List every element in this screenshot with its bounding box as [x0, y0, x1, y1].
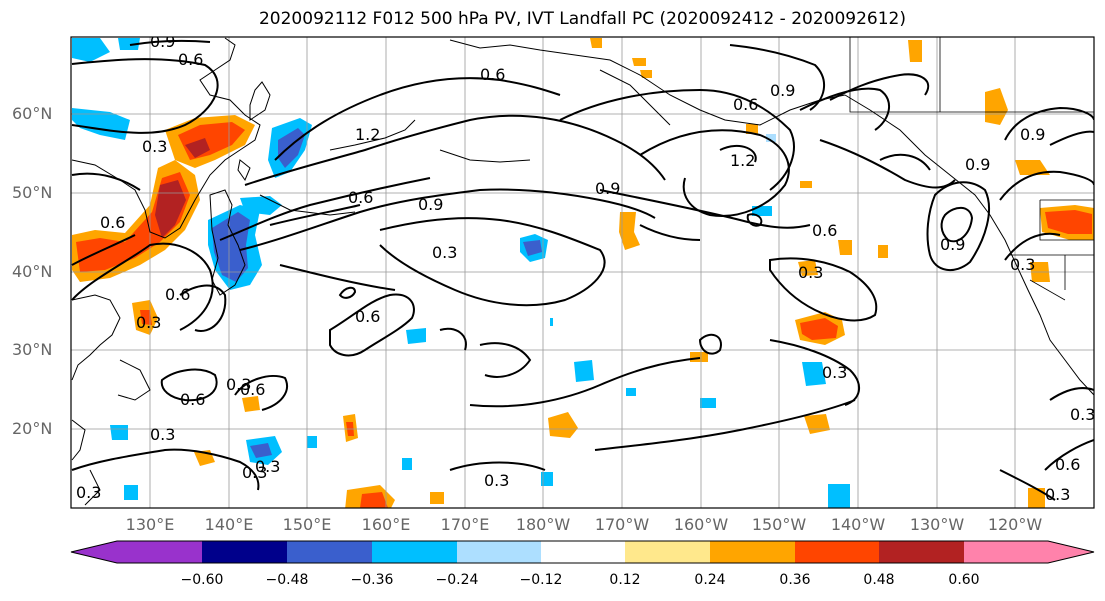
contour-label: 0.3: [484, 471, 509, 490]
colorbar-extend-left: [71, 541, 202, 563]
contour-label: 0.6: [180, 390, 205, 409]
colorbar-segment: [287, 541, 372, 563]
lon-label: 170°E: [440, 515, 490, 534]
lon-label: 180°W: [515, 515, 571, 534]
colorbar-tick-label: 0.24: [694, 572, 726, 588]
political-boundaries: [849, 37, 1094, 301]
lat-label-40n: 40°N: [12, 262, 53, 281]
contour-label-layer: 0.9 0.6 0.3 0.6 0.3 0.6 0.3 0.6 1.2 0.6 …: [76, 32, 1095, 504]
contour-label: 0.3: [226, 375, 251, 394]
contour-label: 0.3: [1045, 485, 1070, 504]
contour-label: 0.6: [348, 188, 373, 207]
contour-label: 0.6: [240, 380, 265, 399]
contour-label: 0.9: [418, 195, 443, 214]
contour-label: 0.3: [255, 457, 280, 476]
contour-label: 0.3: [76, 483, 101, 502]
colorbar: [70, 540, 1095, 564]
lat-label-20n: 20°N: [12, 419, 53, 438]
contour-label: 0.6: [178, 50, 203, 69]
colorbar-tick-label: −0.36: [350, 572, 394, 588]
colorbar-tick-label: 0.48: [863, 572, 895, 588]
colorbar-segment: [710, 541, 795, 563]
lat-label-30n: 30°N: [12, 340, 53, 359]
colorbar-segment: [457, 541, 541, 563]
pv-contours: [71, 39, 1094, 501]
colorbar-outline: [70, 540, 1095, 564]
contour-label: 0.6: [165, 285, 190, 304]
colorbar-segment: [879, 541, 964, 563]
lon-label: 120°W: [987, 515, 1043, 534]
colorbar-extend-right: [964, 541, 1094, 563]
contour-label: 1.2: [730, 151, 755, 170]
contour-label: 0.3: [1010, 255, 1035, 274]
contour-label: 0.9: [1020, 125, 1045, 144]
anomaly-fill-layer: [72, 38, 1094, 508]
contour-label: 0.3: [242, 463, 267, 482]
contour-label: 0.9: [940, 235, 965, 254]
contour-label: 0.3: [822, 363, 847, 382]
colorbar-tick-label: 0.36: [779, 572, 811, 588]
lon-label: 130°E: [125, 515, 175, 534]
contour-label: 1.2: [355, 125, 380, 144]
colorbar-segment: [202, 541, 287, 563]
contour-label: 0.9: [770, 81, 795, 100]
lon-label: 130°W: [909, 515, 965, 534]
colorbar-tick-label: −0.12: [519, 572, 563, 588]
lon-label: 160°E: [361, 515, 411, 534]
contour-label: 0.6: [733, 95, 758, 114]
contour-label: 0.3: [150, 425, 175, 444]
contour-label: 0.6: [355, 307, 380, 326]
lon-label: 160°W: [673, 515, 729, 534]
coastlines: [71, 37, 1094, 506]
colorbar-segment: [795, 541, 879, 563]
contour-label: 0.6: [1055, 455, 1080, 474]
lon-label: 150°E: [282, 515, 332, 534]
contour-label: 0.3: [432, 243, 457, 262]
map-frame: [70, 36, 1095, 509]
contour-label: 0.6: [812, 221, 837, 240]
colorbar-tick-label: 0.12: [609, 572, 641, 588]
contour-label: 0.3: [136, 313, 161, 332]
contour-label: 0.9: [595, 179, 620, 198]
colorbar-segment: [541, 541, 625, 563]
colorbar-tick-label: 0.60: [948, 572, 980, 588]
lon-label: 140°E: [204, 515, 254, 534]
colorbar-segment: [625, 541, 710, 563]
contour-label: 0.9: [965, 155, 990, 174]
map-title: 2020092112 F012 500 hPa PV, IVT Landfall…: [258, 9, 906, 29]
contour-label: 0.3: [798, 263, 823, 282]
contour-label: 0.9: [150, 32, 175, 51]
lat-label-50n: 50°N: [12, 183, 53, 202]
contour-label: 0.6: [100, 213, 125, 232]
contour-label: 0.3: [142, 137, 167, 156]
map-gridlines: [71, 37, 1094, 508]
contour-label: 0.3: [1070, 405, 1095, 424]
lon-label: 170°W: [594, 515, 650, 534]
contour-label: 0.6: [480, 65, 505, 84]
lat-label-60n: 60°N: [12, 104, 53, 123]
lon-label: 140°W: [830, 515, 886, 534]
colorbar-tick-label: −0.48: [265, 572, 309, 588]
colorbar-segment: [372, 541, 457, 563]
lon-label: 150°W: [751, 515, 807, 534]
colorbar-tick-label: −0.24: [435, 572, 479, 588]
colorbar-tick-label: −0.60: [180, 572, 224, 588]
